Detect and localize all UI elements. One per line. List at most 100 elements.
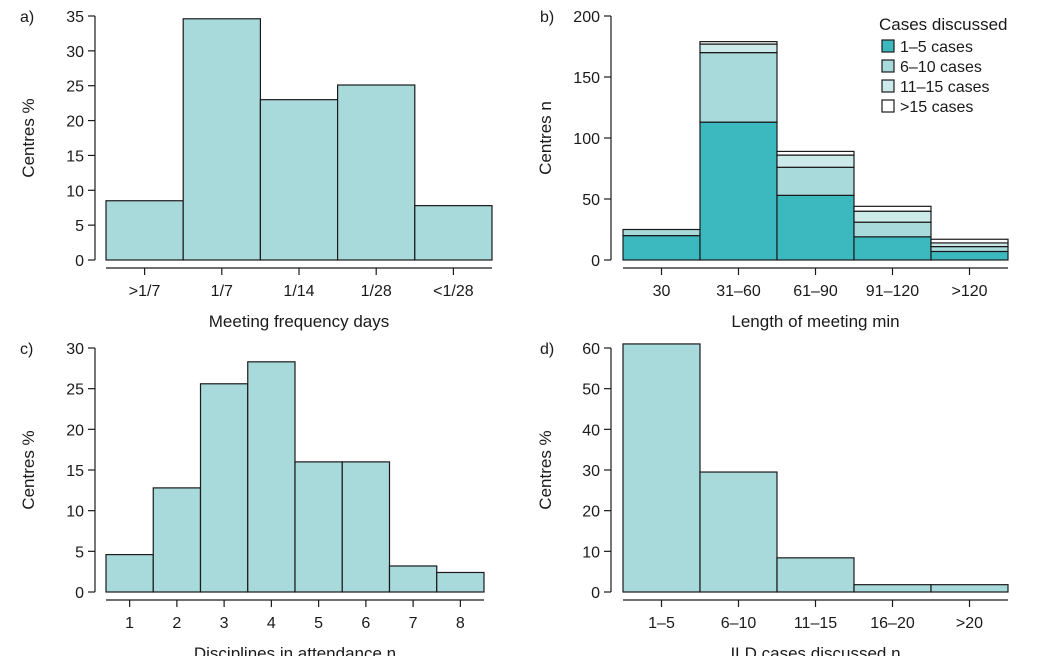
y-axis-label: Centres n	[536, 101, 555, 175]
legend-swatch	[881, 59, 895, 73]
x-tick-label: >20	[956, 615, 983, 632]
y-axis-label: Centres %	[19, 430, 38, 509]
x-tick-label: >120	[951, 283, 987, 300]
x-axis-label: ILD cases discussed n	[730, 644, 900, 656]
bar	[105, 553, 154, 593]
x-tick-label: 1/28	[361, 283, 392, 300]
y-tick-label: 30	[582, 463, 600, 480]
bar-segment	[776, 154, 855, 168]
x-tick-label: 16–20	[870, 615, 915, 632]
legend-title: Cases discussed	[879, 15, 1008, 34]
bar	[337, 84, 416, 261]
y-tick-label: 0	[591, 585, 600, 602]
y-tick-label: 10	[66, 183, 84, 200]
x-tick-label: 11–15	[794, 615, 837, 632]
bar	[199, 383, 249, 593]
y-tick-label: 20	[582, 504, 600, 521]
x-tick-label: 30	[653, 283, 671, 300]
y-tick-label: 200	[573, 9, 600, 26]
panel-letter: a)	[20, 9, 34, 26]
bar-segment	[853, 210, 932, 223]
y-tick-label: 40	[582, 422, 600, 439]
x-tick-label: 1	[125, 615, 134, 632]
y-tick-label: 20	[66, 114, 84, 131]
bar	[182, 18, 261, 261]
y-tick-label: 50	[582, 382, 600, 399]
x-tick-label: 7	[409, 615, 418, 632]
x-tick-label: 6	[361, 615, 370, 632]
y-tick-label: 25	[66, 382, 84, 399]
bar	[699, 471, 778, 593]
bar-segment	[622, 235, 701, 261]
panel-c: c) 0 5 10 15 20 25 30 Centres % 1 2 3 4 5 6 7 8 Disciplin…	[19, 341, 485, 656]
x-tick-label: 61–90	[793, 283, 838, 300]
y-tick-label: 35	[66, 9, 84, 26]
bar-segment	[930, 250, 1009, 261]
x-tick-label: 1–5	[648, 615, 675, 632]
y-tick-label: 10	[66, 504, 84, 521]
bar	[341, 461, 391, 593]
panel-b: b) 0 50 100 150 200 Centres n 30 31–60 61–90 91–12…	[536, 9, 1009, 331]
legend-swatch	[881, 39, 895, 53]
y-tick-label: 50	[582, 192, 600, 209]
panel-a: a) 0 5 10 15 20 25 30 35 Centres % >1/7 1/7 1/14 1/28…	[19, 9, 493, 331]
panel-letter: c)	[20, 341, 33, 358]
bar-segment	[776, 150, 855, 156]
bar-segment	[699, 43, 778, 54]
y-tick-label: 30	[66, 44, 84, 61]
x-tick-label: 31–60	[716, 283, 761, 300]
x-axis-label: Meeting frequency days	[209, 312, 390, 331]
x-axis-label: Disciplines in attendance n	[194, 644, 396, 656]
x-tick-label: 3	[220, 615, 229, 632]
bar-segment	[699, 121, 778, 261]
bar-segment	[853, 205, 932, 212]
legend-label: >15 cases	[900, 99, 973, 116]
y-tick-label: 0	[591, 253, 600, 270]
y-tick-label: 0	[75, 585, 84, 602]
x-tick-label: 4	[267, 615, 276, 632]
bar-segment	[776, 166, 855, 196]
y-tick-label: 15	[66, 463, 84, 480]
y-tick-label: 30	[66, 341, 84, 358]
panel-letter: b)	[540, 9, 554, 26]
y-tick-label: 10	[582, 544, 600, 561]
bar	[294, 461, 343, 593]
bar-segment	[853, 221, 932, 238]
x-tick-label: 1/7	[211, 283, 233, 300]
bar	[622, 343, 701, 593]
x-tick-label: >1/7	[129, 283, 161, 300]
x-tick-label: <1/28	[433, 283, 474, 300]
y-axis-label: Centres %	[19, 98, 38, 177]
bar	[436, 571, 485, 593]
legend-label: 1–5 cases	[900, 39, 973, 56]
y-tick-label: 20	[66, 422, 84, 439]
x-tick-label: 6–10	[721, 615, 757, 632]
bar	[853, 584, 932, 593]
y-tick-label: 15	[66, 148, 84, 165]
panel-letter: d)	[540, 341, 554, 358]
y-tick-label: 5	[75, 544, 84, 561]
legend-swatch	[881, 79, 895, 93]
bar	[776, 557, 855, 593]
y-tick-label: 150	[573, 70, 600, 87]
y-tick-label: 5	[75, 218, 84, 235]
bar	[259, 99, 339, 261]
bar-segment	[776, 194, 855, 261]
panel-d: d) 0 10 20 30 40 50 60 Centres % 1–5 6–10 11–15 16–2…	[536, 341, 1009, 656]
x-axis-label: Length of meeting min	[731, 312, 899, 331]
legend-label: 6–10 cases	[900, 59, 982, 76]
legend-swatch	[881, 99, 895, 113]
y-tick-label: 100	[573, 131, 600, 148]
bar	[414, 205, 493, 261]
y-axis-label: Centres %	[536, 430, 555, 509]
legend-label: 11–15 cases	[900, 79, 990, 96]
x-tick-label: 5	[314, 615, 323, 632]
x-tick-label: 1/14	[283, 283, 314, 300]
y-tick-label: 60	[582, 341, 600, 358]
bar-segment	[699, 51, 778, 123]
bar	[930, 584, 1009, 593]
bar-segment	[699, 41, 778, 45]
x-tick-label: 8	[456, 615, 465, 632]
x-tick-label: 2	[172, 615, 181, 632]
